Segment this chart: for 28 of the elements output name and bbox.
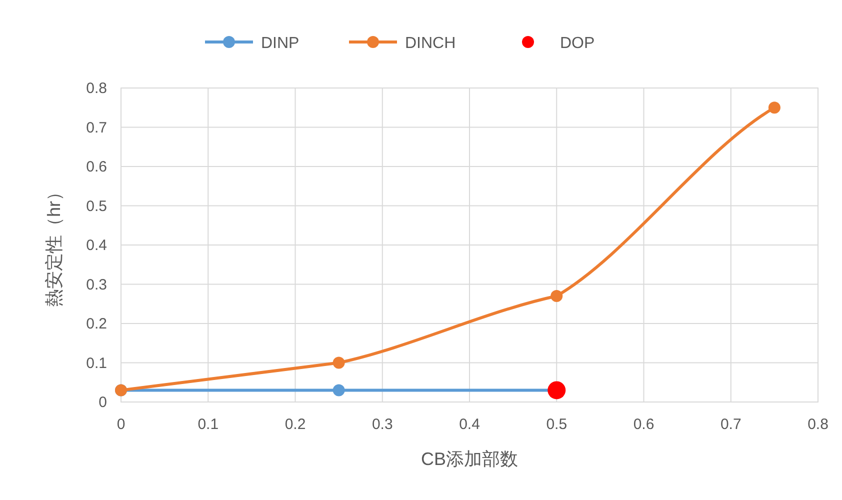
point (768, 102, 780, 114)
y-tick-label: 0.5 (86, 198, 107, 215)
x-tick-label: 0.2 (284, 416, 306, 433)
y-tick-label: 0.1 (86, 354, 107, 372)
x-axis-title: CB添加部数 (420, 449, 518, 469)
x-tick-label: 0.3 (372, 416, 393, 433)
legend-label: DINCH (405, 35, 456, 52)
y-tick-label: 0.8 (86, 80, 107, 97)
point (332, 356, 345, 369)
x-tick-label: 0 (116, 416, 126, 433)
x-tick-label: 0.6 (633, 416, 654, 433)
legend-label: DINP (261, 35, 300, 52)
y-tick-label: 0.6 (86, 158, 107, 176)
point (550, 290, 563, 302)
y-tick-label: 0.3 (86, 276, 107, 294)
y-axis-title: 熱安定性（hr） (44, 182, 64, 308)
y-tick-label: 0.2 (86, 316, 107, 332)
point (548, 381, 566, 400)
x-tick-label: 0.8 (808, 416, 828, 433)
legend-label: DOP (560, 35, 595, 52)
x-tick-label: 0.5 (546, 416, 568, 433)
y-tick-label: 0 (98, 394, 107, 411)
y-tick-label: 0.7 (86, 119, 107, 136)
x-tick-label: 0.7 (720, 416, 742, 433)
point (332, 384, 345, 396)
y-tick-label: 0.4 (86, 237, 107, 254)
x-tick-label: 0.1 (198, 416, 219, 433)
x-tick-label: 0.4 (459, 416, 480, 433)
